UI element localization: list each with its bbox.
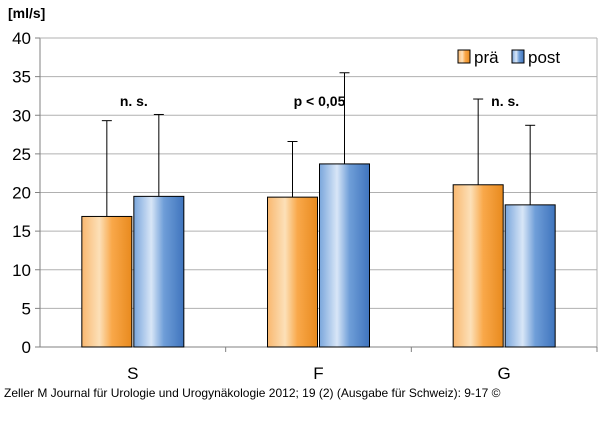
y-axis-unit: [ml/s] xyxy=(8,5,45,21)
bar xyxy=(504,204,556,348)
y-tick-label: 5 xyxy=(22,299,31,318)
error-bars xyxy=(101,72,536,217)
bars xyxy=(81,163,556,348)
significance-label: n. s. xyxy=(120,93,148,109)
legend-label: post xyxy=(528,48,560,67)
y-tick-label: 10 xyxy=(12,261,31,280)
x-tick-label: F xyxy=(313,364,323,383)
y-tick-label: 40 xyxy=(12,29,31,48)
y-tick-label: 0 xyxy=(22,338,31,357)
x-tick-label: S xyxy=(127,364,138,383)
x-tick-label: G xyxy=(498,364,511,383)
bar xyxy=(452,184,504,348)
y-tick-label: 30 xyxy=(12,106,31,125)
grid-lines xyxy=(40,37,597,309)
labels: 0 5 10 15 20 25 30 35 40 [ml/s] Sn. s. Fp < 0,05 Gn.… xyxy=(8,5,519,383)
significance-label: n. s. xyxy=(491,93,519,109)
y-tick-label: 15 xyxy=(12,222,31,241)
y-tick-label: 20 xyxy=(12,184,31,203)
legend-swatch xyxy=(511,49,525,64)
legend: prä post xyxy=(457,48,560,67)
legend-label: prä xyxy=(474,48,499,67)
bar xyxy=(319,163,370,348)
y-tick-label: 35 xyxy=(12,68,31,87)
bar xyxy=(133,195,185,348)
bar-chart: 0 5 10 15 20 25 30 35 40 [ml/s] Sn. s. Fp < 0,05 Gn.… xyxy=(8,5,598,383)
legend-swatch xyxy=(457,49,471,64)
source-caption: Zeller M Journal für Urologie und Urogyn… xyxy=(4,386,501,400)
axes xyxy=(35,37,598,352)
bar xyxy=(81,215,133,348)
y-tick-label: 25 xyxy=(12,145,31,164)
bar xyxy=(267,196,318,348)
significance-label: p < 0,05 xyxy=(294,93,346,109)
